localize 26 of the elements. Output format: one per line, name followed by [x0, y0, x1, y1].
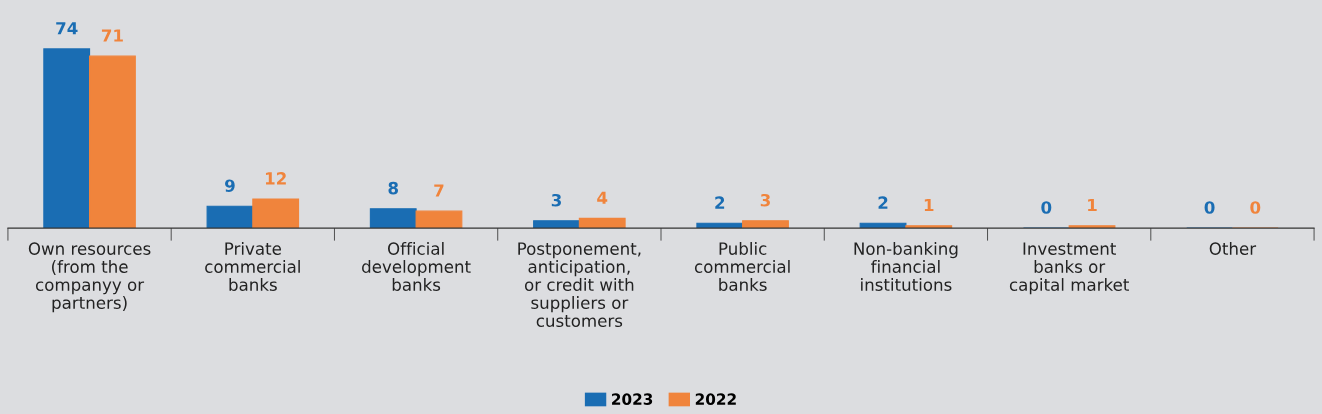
data-label: 4 [597, 191, 608, 204]
data-label: 2 [715, 196, 725, 209]
legend-label: 2023 [612, 393, 653, 405]
x-tick-label: Postponement, anticipation, or credit with suppliers or customers [518, 242, 641, 328]
x-tick-label: Investment banks or capital market [1009, 242, 1129, 295]
x-tick-label: Private commercial banks [205, 242, 300, 291]
data-label: 7 [434, 184, 444, 197]
data-label: 3 [760, 193, 770, 207]
data-label: 8 [388, 181, 399, 195]
x-tick-label: Official development banks [362, 242, 471, 291]
data-label: 2 [878, 196, 888, 209]
data-label: 0 [1041, 201, 1052, 214]
data-label: 9 [225, 179, 235, 192]
x-tick-label: Non-banking financial institutions [854, 242, 958, 291]
x-tick-label: Other [1209, 242, 1257, 255]
data-label: 1 [1088, 198, 1097, 212]
data-label: 0 [1250, 201, 1261, 214]
data-label: 3 [551, 193, 561, 207]
data-label: 1 [924, 198, 934, 212]
data-label: 74 [56, 22, 78, 35]
data-label: 0 [1204, 201, 1215, 214]
data-label: 12 [265, 172, 286, 185]
data-label: 71 [101, 29, 123, 42]
x-tick-label: Own resources (from the companyy or partners) [28, 242, 151, 313]
legend-label: 2022 [695, 393, 736, 405]
x-tick-label: Public commercial banks [694, 242, 790, 291]
